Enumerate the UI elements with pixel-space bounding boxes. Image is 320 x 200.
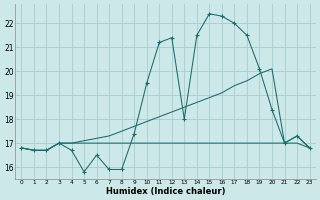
X-axis label: Humidex (Indice chaleur): Humidex (Indice chaleur) bbox=[106, 187, 225, 196]
